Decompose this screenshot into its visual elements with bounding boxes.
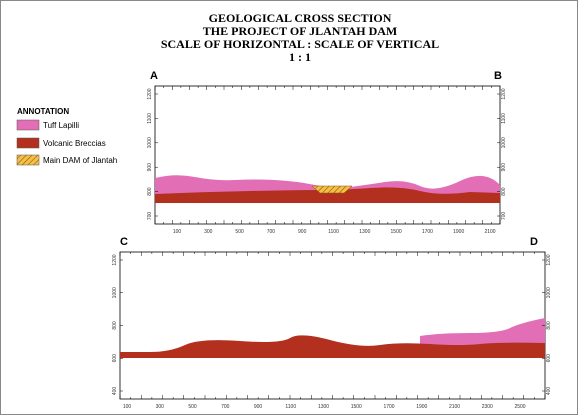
y-label: 1200: [147, 88, 153, 99]
y-label: 1000: [147, 137, 153, 148]
title-line: SCALE OF HORIZONTAL : SCALE OF VERTICAL: [161, 37, 439, 51]
x-label: 1900: [416, 404, 427, 410]
y-label: 700: [147, 212, 153, 221]
y-label: 1200: [546, 254, 552, 265]
panel: [119, 251, 546, 400]
title-line: 1 : 1: [289, 50, 311, 64]
x-label: 700: [267, 229, 276, 235]
y-label: 600: [546, 354, 552, 363]
y-label: 900: [501, 163, 507, 172]
title-line: THE PROJECT OF JLANTAH DAM: [203, 24, 397, 38]
y-label: 1100: [501, 113, 507, 124]
x-label: 2100: [449, 404, 460, 410]
x-label: 1100: [285, 404, 296, 410]
y-label: 900: [147, 163, 153, 172]
x-label: 1500: [391, 229, 402, 235]
x-label: 700: [221, 404, 230, 410]
x-label: 500: [188, 404, 197, 410]
section-ab: [154, 85, 501, 225]
point-label: C: [120, 236, 128, 248]
x-label: 1300: [359, 229, 370, 235]
tuff-lapilli: [420, 318, 545, 346]
point-label: D: [530, 236, 538, 248]
y-label: 1200: [112, 254, 118, 265]
x-label: 2300: [482, 404, 493, 410]
legend-title: ANNOTATION: [17, 107, 69, 116]
y-label: 1200: [501, 88, 507, 99]
volcanic-breccias: [155, 187, 500, 203]
y-label: 700: [501, 212, 507, 221]
legend-item: Tuff Lapilli: [43, 121, 79, 130]
y-label: 800: [546, 321, 552, 330]
x-label: 1300: [318, 404, 329, 410]
legend: ANNOTATION Tuff Lapilli Volcanic Breccia…: [16, 107, 117, 166]
y-label: 400: [112, 387, 118, 396]
section-cd: [119, 251, 546, 400]
x-label: 100: [173, 229, 182, 235]
x-label: 900: [298, 229, 307, 235]
y-label: 800: [147, 187, 153, 196]
panel: [154, 85, 501, 225]
y-label: 800: [112, 321, 118, 330]
x-label: 1100: [328, 229, 339, 235]
y-label: 400: [546, 387, 552, 396]
point-label: B: [494, 70, 502, 82]
x-label: 1700: [422, 229, 433, 235]
x-label: 1500: [351, 404, 362, 410]
legend-item: Volcanic Breccias: [43, 139, 106, 148]
x-label: 2500: [514, 404, 525, 410]
swatch: [16, 119, 40, 131]
title-line: GEOLOGICAL CROSS SECTION: [209, 11, 392, 25]
x-label: 300: [204, 229, 213, 235]
y-label: 1000: [546, 287, 552, 298]
x-label: 1700: [383, 404, 394, 410]
y-label: 1100: [147, 113, 153, 124]
legend-item: Main DAM of Jlantah: [43, 156, 117, 165]
volcanic-breccias: [120, 335, 545, 358]
x-label: 100: [123, 404, 132, 410]
point-label: A: [150, 70, 158, 82]
swatch: [16, 137, 40, 149]
y-label: 600: [112, 354, 118, 363]
y-label: 1000: [112, 287, 118, 298]
x-label: 900: [254, 404, 263, 410]
y-label: 800: [501, 187, 507, 196]
x-label: 2100: [484, 229, 495, 235]
swatch: [16, 154, 40, 166]
x-label: 300: [156, 404, 165, 410]
x-label: 500: [235, 229, 244, 235]
y-label: 1000: [501, 137, 507, 148]
dam: [311, 185, 353, 194]
x-label: 1900: [453, 229, 464, 235]
